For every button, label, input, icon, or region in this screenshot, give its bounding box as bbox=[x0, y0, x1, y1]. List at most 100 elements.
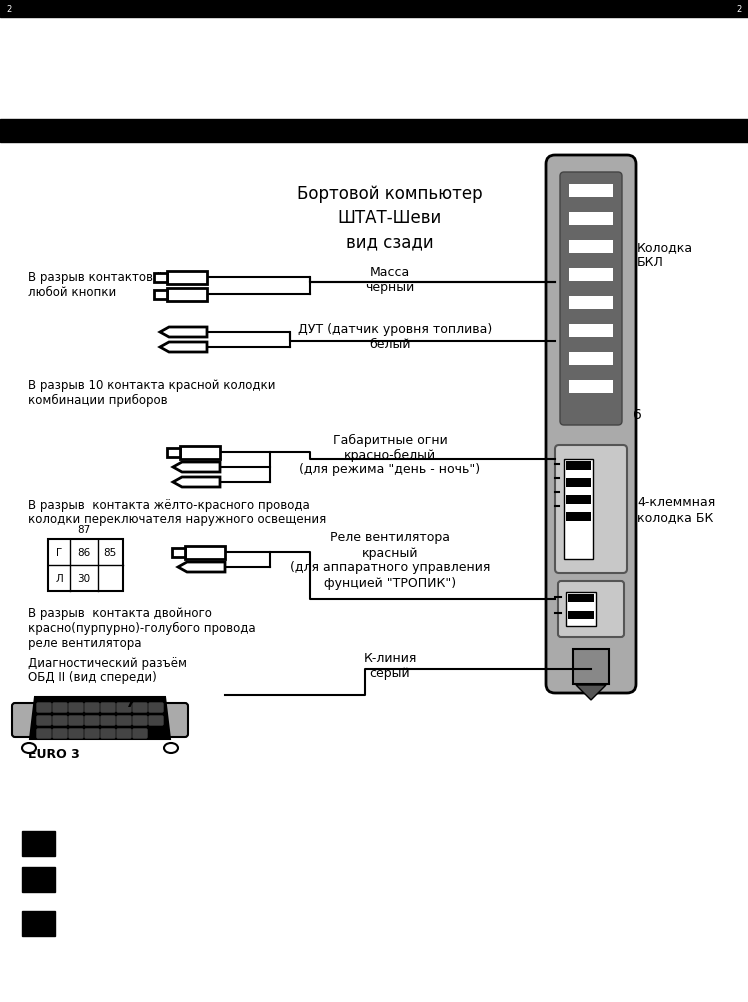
Text: 86: 86 bbox=[77, 547, 91, 557]
Text: красно(пурпурно)-голубого провода: красно(пурпурно)-голубого провода bbox=[28, 621, 256, 634]
FancyBboxPatch shape bbox=[85, 716, 99, 725]
Bar bbox=[22, 832, 55, 856]
Bar bbox=[564, 460, 593, 559]
Text: Диагностический разъём: Диагностический разъём bbox=[28, 656, 187, 668]
Text: Габаритные огни: Габаритные огни bbox=[333, 433, 447, 446]
Text: колодки переключателя наружного освещения: колодки переключателя наружного освещени… bbox=[28, 513, 326, 526]
Polygon shape bbox=[160, 343, 207, 353]
Bar bbox=[154, 274, 167, 283]
FancyBboxPatch shape bbox=[117, 716, 131, 725]
Polygon shape bbox=[178, 562, 225, 572]
Text: белый: белый bbox=[370, 337, 411, 350]
Ellipse shape bbox=[22, 743, 36, 754]
Bar bbox=[566, 479, 591, 488]
Text: 2: 2 bbox=[6, 4, 11, 13]
Text: Реле вентилятора: Реле вентилятора bbox=[330, 531, 450, 544]
FancyBboxPatch shape bbox=[85, 703, 99, 712]
FancyBboxPatch shape bbox=[101, 703, 115, 712]
Text: серый: серый bbox=[370, 666, 411, 678]
Bar bbox=[22, 867, 55, 892]
Text: Масса: Масса bbox=[370, 266, 410, 279]
FancyBboxPatch shape bbox=[37, 703, 51, 712]
FancyBboxPatch shape bbox=[117, 729, 131, 738]
Bar bbox=[566, 512, 591, 521]
Bar bbox=[566, 592, 596, 626]
FancyBboxPatch shape bbox=[149, 716, 163, 725]
Text: ШТАТ-Шеви: ШТАТ-Шеви bbox=[338, 208, 442, 226]
Text: ОБД ІІ (вид спереди): ОБД ІІ (вид спереди) bbox=[28, 670, 157, 683]
Text: (для аппаратного управления: (для аппаратного управления bbox=[289, 561, 490, 574]
Polygon shape bbox=[30, 697, 170, 739]
Bar bbox=[566, 462, 591, 471]
Text: 4-клеммная
колодка БК: 4-клеммная колодка БК bbox=[637, 496, 715, 523]
Bar bbox=[566, 496, 591, 504]
Text: 6: 6 bbox=[633, 408, 642, 422]
Text: красный: красный bbox=[362, 546, 418, 559]
Bar bbox=[569, 240, 613, 254]
Bar bbox=[569, 297, 613, 310]
FancyBboxPatch shape bbox=[53, 729, 67, 738]
Text: 87: 87 bbox=[77, 524, 91, 534]
Bar bbox=[568, 594, 594, 602]
FancyBboxPatch shape bbox=[558, 581, 624, 637]
Bar bbox=[185, 546, 225, 559]
Bar bbox=[569, 381, 613, 394]
Bar bbox=[0, 0, 748, 18]
FancyBboxPatch shape bbox=[53, 716, 67, 725]
FancyBboxPatch shape bbox=[133, 703, 147, 712]
Text: 30: 30 bbox=[78, 573, 91, 583]
Bar bbox=[569, 269, 613, 282]
FancyBboxPatch shape bbox=[101, 729, 115, 738]
Bar bbox=[569, 353, 613, 366]
Text: (для режима "день - ночь"): (для режима "день - ночь") bbox=[299, 463, 480, 476]
FancyBboxPatch shape bbox=[12, 703, 46, 737]
Text: 85: 85 bbox=[103, 547, 117, 557]
FancyBboxPatch shape bbox=[149, 703, 163, 712]
Bar bbox=[167, 448, 180, 457]
Text: EURO 3: EURO 3 bbox=[28, 747, 80, 761]
Bar bbox=[172, 548, 185, 557]
FancyBboxPatch shape bbox=[560, 172, 622, 426]
Bar bbox=[180, 446, 220, 459]
Text: красно-белый: красно-белый bbox=[344, 448, 436, 461]
FancyBboxPatch shape bbox=[101, 716, 115, 725]
Bar bbox=[22, 911, 55, 936]
FancyBboxPatch shape bbox=[37, 716, 51, 725]
Bar bbox=[48, 539, 123, 591]
Text: В разрыв  контакта двойного: В разрыв контакта двойного bbox=[28, 606, 212, 619]
Text: Г: Г bbox=[56, 547, 62, 557]
Bar bbox=[167, 272, 207, 285]
Bar bbox=[569, 325, 613, 338]
FancyBboxPatch shape bbox=[555, 446, 627, 573]
Text: вид сзади: вид сзади bbox=[346, 232, 434, 250]
FancyBboxPatch shape bbox=[69, 716, 83, 725]
Polygon shape bbox=[576, 685, 606, 700]
Bar bbox=[573, 649, 609, 684]
FancyBboxPatch shape bbox=[546, 156, 636, 693]
FancyBboxPatch shape bbox=[69, 729, 83, 738]
Ellipse shape bbox=[164, 743, 178, 754]
Text: комбинации приборов: комбинации приборов bbox=[28, 393, 168, 406]
FancyBboxPatch shape bbox=[154, 703, 188, 737]
Text: Л: Л bbox=[55, 573, 63, 583]
Bar bbox=[568, 611, 594, 619]
Text: В разрыв  контакта жёлто-красного провода: В разрыв контакта жёлто-красного провода bbox=[28, 498, 310, 511]
Text: 7: 7 bbox=[125, 695, 135, 709]
FancyBboxPatch shape bbox=[117, 703, 131, 712]
Bar bbox=[167, 289, 207, 302]
Polygon shape bbox=[160, 328, 207, 338]
Text: 2: 2 bbox=[737, 4, 742, 13]
Text: любой кнопки: любой кнопки bbox=[28, 287, 116, 300]
FancyBboxPatch shape bbox=[53, 703, 67, 712]
Polygon shape bbox=[173, 463, 220, 473]
Text: К-линия: К-линия bbox=[364, 651, 417, 664]
Text: Колодка
БКЛ: Колодка БКЛ bbox=[637, 240, 693, 269]
FancyBboxPatch shape bbox=[69, 703, 83, 712]
Text: фунцией "ТРОПИК"): фунцией "ТРОПИК") bbox=[324, 576, 456, 589]
Bar bbox=[0, 120, 748, 143]
FancyBboxPatch shape bbox=[85, 729, 99, 738]
Bar bbox=[569, 212, 613, 225]
Polygon shape bbox=[173, 478, 220, 488]
Text: ДУТ (датчик уровня топлива): ДУТ (датчик уровня топлива) bbox=[298, 323, 492, 335]
Text: В разрыв 10 контакта красной колодки: В разрыв 10 контакта красной колодки bbox=[28, 378, 275, 391]
